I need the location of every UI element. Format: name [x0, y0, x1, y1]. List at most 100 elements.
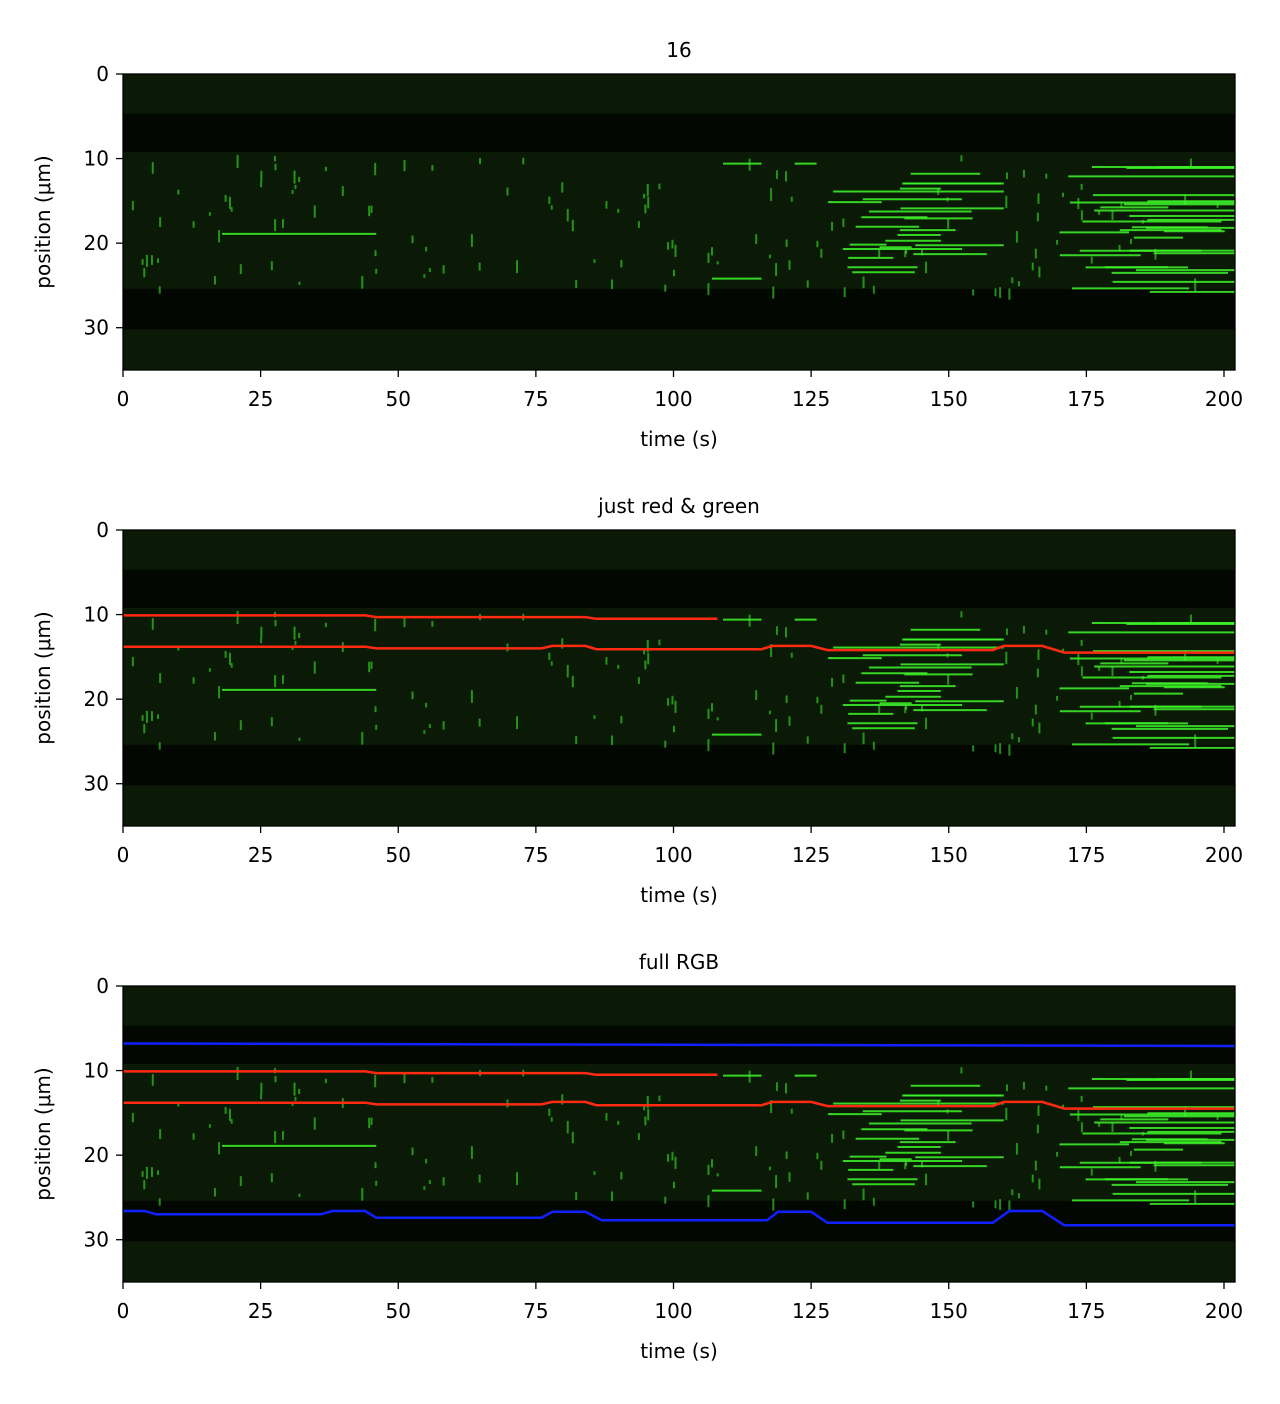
green-speck [1154, 1160, 1157, 1172]
green-speck [158, 742, 161, 750]
green-speck [658, 1095, 661, 1102]
green-speck [423, 1186, 426, 1190]
green-speck [593, 259, 596, 263]
green-speck [785, 239, 788, 247]
green-speck [872, 1197, 875, 1206]
green-speck [1080, 1122, 1083, 1133]
axes-frame [122, 73, 1236, 371]
dark-band-1 [123, 569, 1235, 608]
green-speck [151, 618, 154, 630]
green-speck [260, 170, 263, 182]
green-speck [667, 242, 670, 250]
green-speck [1120, 1113, 1123, 1121]
green-speck [1034, 248, 1037, 259]
green-speck [403, 616, 406, 628]
green-speck [611, 735, 614, 745]
green-speck [593, 715, 596, 719]
green-speck [479, 157, 482, 165]
green-speck [843, 743, 846, 754]
green-speck [192, 221, 195, 228]
green-speck [617, 664, 620, 669]
green-speck [361, 275, 364, 289]
green-speck [1015, 231, 1018, 243]
x-tick-label: 200 [1205, 1299, 1243, 1323]
green-speck [293, 1082, 296, 1096]
green-speck [674, 700, 677, 713]
green-speck [192, 677, 195, 684]
green-speck [862, 732, 865, 745]
green-speck [561, 182, 564, 193]
green-speck [293, 170, 296, 184]
green-speck [236, 154, 239, 168]
green-speck [831, 221, 834, 231]
green-speck [768, 254, 771, 259]
panel-1: 16 0 25 50 75 100 125 150 175 200 0 10 20 30 time (s) p… [31, 38, 1243, 451]
x-axis-label: time (s) [640, 427, 718, 451]
green-speck [270, 1173, 273, 1183]
green-speck [647, 1109, 650, 1121]
green-speck [298, 1088, 301, 1095]
green-speck [820, 704, 823, 714]
green-speck [145, 1166, 148, 1179]
green-speck [260, 1082, 263, 1094]
green-speck [218, 230, 221, 243]
green-speck [770, 644, 773, 658]
green-speck [374, 162, 377, 176]
green-speck [213, 1188, 216, 1197]
green-speck [1031, 1174, 1034, 1183]
green-speck [274, 156, 277, 162]
green-speck [218, 1142, 221, 1155]
green-speck [716, 1173, 719, 1177]
x-tick-label: 75 [523, 1299, 548, 1323]
green-speck [1130, 694, 1133, 701]
green-speck [313, 1117, 316, 1130]
x-tick-label: 50 [386, 387, 411, 411]
green-speck [1080, 1095, 1083, 1102]
green-speck [548, 1108, 551, 1117]
red-trace-2 [123, 1100, 1235, 1110]
green-speck [707, 739, 710, 752]
green-speck [141, 259, 144, 265]
green-speck [281, 219, 284, 228]
green-speck [298, 632, 301, 639]
green-speck [548, 652, 551, 661]
y-tick-label: 30 [84, 1228, 109, 1252]
blue-trace-1 [123, 1042, 1235, 1048]
green-speck [1077, 198, 1080, 210]
green-speck [293, 626, 296, 640]
x-tick-label: 150 [930, 1299, 968, 1323]
green-speck [1011, 733, 1014, 740]
green-speck [274, 619, 277, 627]
green-speck [274, 219, 277, 232]
green-speck [143, 268, 146, 278]
green-speck [664, 284, 667, 292]
green-speck [141, 715, 144, 721]
x-tick-label: 150 [930, 843, 968, 867]
green-speck [131, 201, 134, 211]
green-speck [294, 640, 297, 645]
green-speck [478, 262, 481, 271]
green-speck [298, 737, 301, 741]
green-speck [361, 1187, 364, 1201]
green-speck [1154, 704, 1157, 716]
green-speck [816, 240, 819, 248]
green-speck [213, 276, 216, 285]
green-speck [1098, 666, 1101, 671]
green-speck [710, 247, 713, 256]
green-speck [862, 276, 865, 289]
green-speck [667, 698, 670, 706]
y-tick-label: 10 [84, 1059, 109, 1083]
green-speck [442, 265, 445, 274]
green-speck [324, 1078, 327, 1084]
green-speck [972, 745, 975, 752]
green-speck [158, 1198, 161, 1206]
green-speck [1111, 1122, 1114, 1132]
green-speck [516, 1172, 519, 1186]
green-speck [947, 1130, 950, 1141]
green-speck [1034, 704, 1037, 715]
green-speck [370, 1117, 373, 1126]
green-speck [1118, 244, 1121, 252]
green-speck [775, 1082, 778, 1091]
x-tick-label: 100 [654, 387, 692, 411]
green-speck [131, 1113, 134, 1123]
